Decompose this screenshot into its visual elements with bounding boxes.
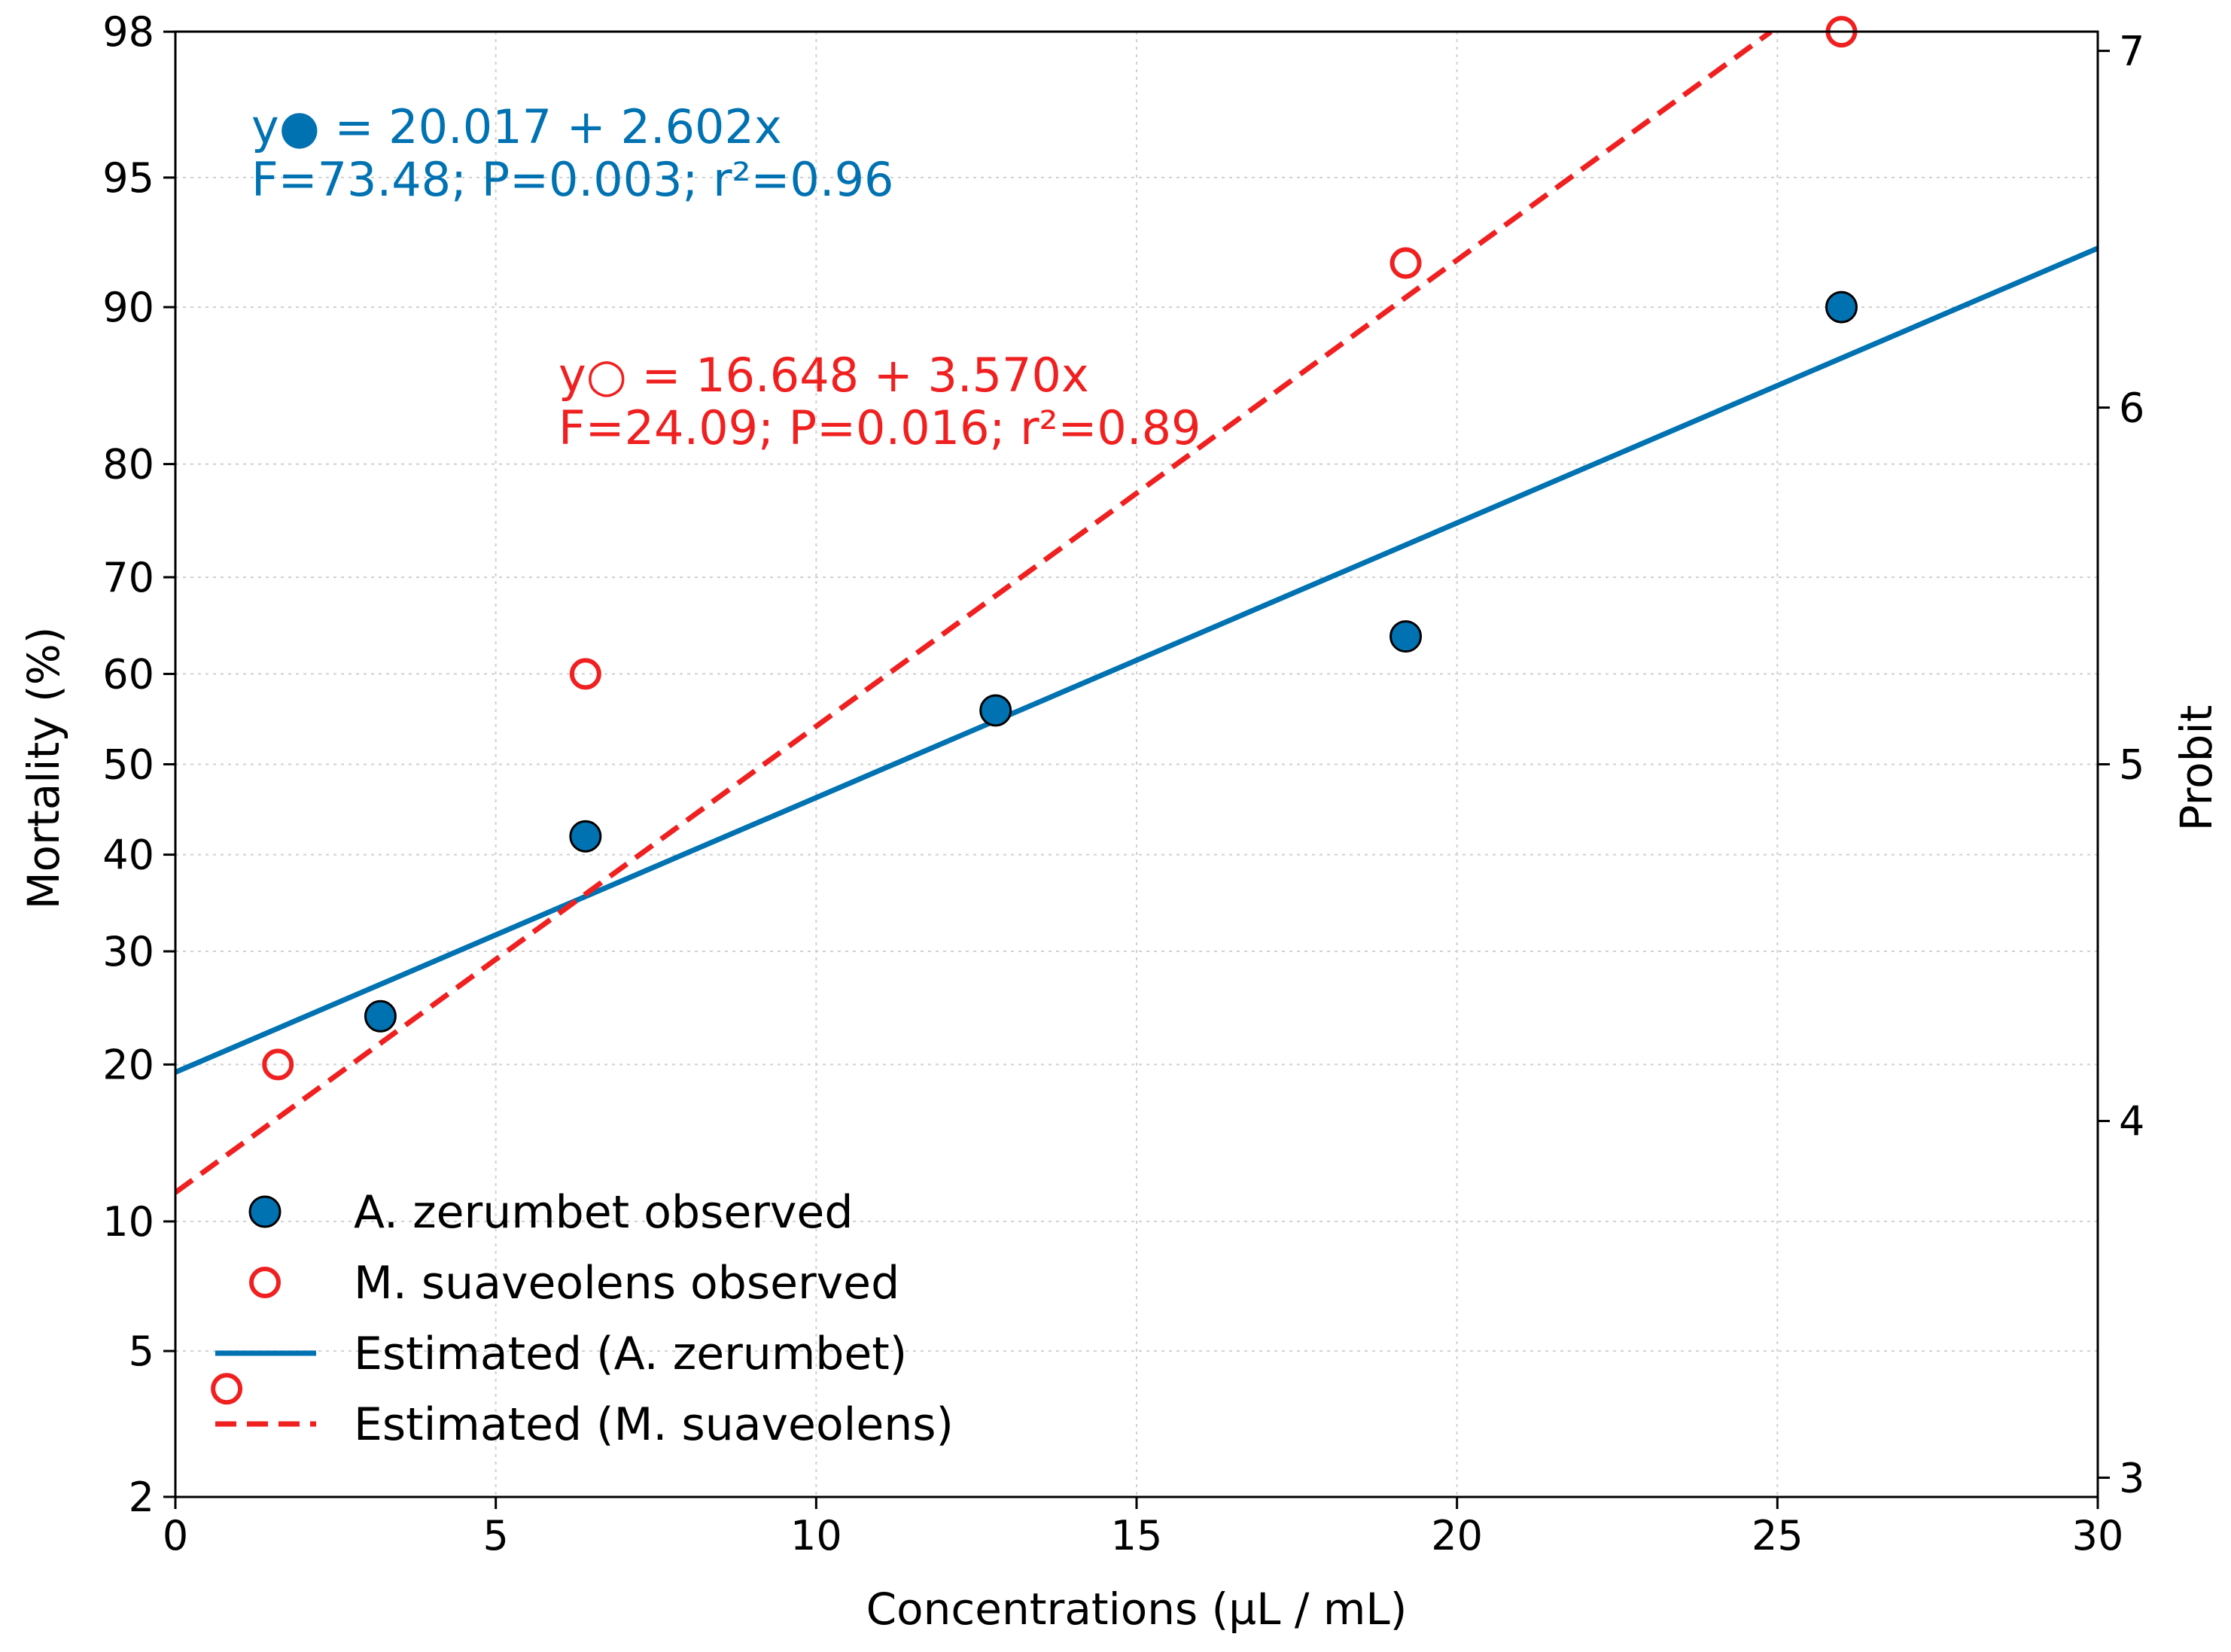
- legend-marker-a-zerumbet: [248, 1195, 282, 1228]
- point-a-zerumbet: [979, 694, 1012, 727]
- point-m-suaveolens: [262, 1048, 294, 1081]
- probit-tick-label: 3: [2119, 1454, 2144, 1501]
- x-tick-label: 15: [1111, 1512, 1163, 1559]
- y-tick-label: 80: [102, 441, 154, 488]
- x-tick-label: 25: [1752, 1512, 1803, 1559]
- estimated-line-m-suaveolens: [175, 32, 1773, 1195]
- data-layer: [175, 16, 2098, 1405]
- x-axis-title: Concentrations (µL / mL): [866, 1584, 1408, 1635]
- y-tick-label: 98: [102, 8, 154, 56]
- y-axis-title: Mortality (%): [18, 627, 69, 910]
- y-tick-label: 90: [102, 284, 154, 331]
- x-tick-label: 30: [2072, 1512, 2124, 1559]
- legend-label: A. zerumbet observed: [354, 1186, 853, 1239]
- x-tick-label: 20: [1431, 1512, 1483, 1559]
- axes: 0 5 10 15 20 25 302510203040506070809095983456…: [102, 8, 2144, 1559]
- clipped-data: [175, 32, 2098, 1195]
- point-m-suaveolens: [211, 1373, 243, 1405]
- y-tick-label: 40: [102, 832, 154, 879]
- x-tick-label: 5: [482, 1512, 508, 1559]
- point-a-zerumbet: [1825, 291, 1858, 324]
- y-tick-label: 5: [129, 1328, 154, 1375]
- legend-label: Estimated (M. suaveolens): [354, 1398, 954, 1451]
- legend-label: Estimated (A. zerumbet): [354, 1328, 907, 1380]
- y-tick-label: 2: [129, 1474, 154, 1521]
- point-a-zerumbet: [364, 999, 397, 1033]
- probit-tick-label: 4: [2119, 1097, 2144, 1145]
- y-tick-label: 95: [102, 154, 154, 202]
- point-a-zerumbet: [569, 820, 602, 853]
- annotation-blue-stats: F=73.48; P=0.003; r²=0.96: [251, 152, 893, 207]
- y-tick-label: 50: [102, 741, 154, 789]
- legend-label: M. suaveolens observed: [354, 1257, 899, 1310]
- y-tick-label: 10: [102, 1198, 154, 1246]
- right-axis-title: Probit: [2171, 705, 2222, 832]
- annotation-red-equation: y○ = 16.648 + 3.570x: [559, 348, 1089, 403]
- point-m-suaveolens: [569, 658, 601, 690]
- annotation-blue-equation: y● = 20.017 + 2.602x: [251, 99, 782, 154]
- y-tick-label: 30: [102, 928, 154, 975]
- x-tick-label: 0: [163, 1512, 188, 1559]
- y-tick-label: 70: [102, 554, 154, 601]
- probit-tick-label: 6: [2119, 385, 2144, 432]
- point-a-zerumbet: [1389, 620, 1423, 653]
- legend-marker-m-suaveolens: [249, 1267, 281, 1298]
- probit-tick-label: 5: [2119, 741, 2144, 789]
- x-tick-label: 10: [790, 1512, 842, 1559]
- annotation-red-stats: F=24.09; P=0.016; r²=0.89: [559, 400, 1201, 455]
- probit-tick-label: 7: [2119, 28, 2144, 75]
- estimated-line-a-zerumbet: [175, 245, 2098, 1075]
- y-tick-label: 60: [102, 650, 154, 698]
- legend: A. zerumbet observed M. suaveolens observ…: [215, 1186, 954, 1451]
- y-tick-label: 20: [102, 1041, 154, 1088]
- point-m-suaveolens: [1389, 247, 1422, 279]
